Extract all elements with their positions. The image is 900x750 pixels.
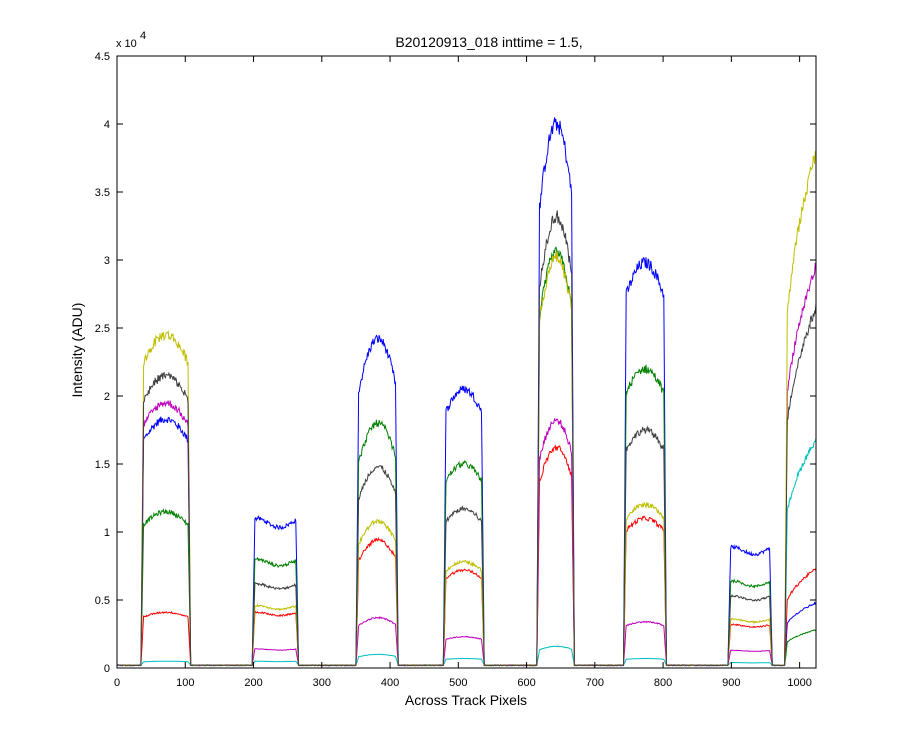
y-exponent-label: x 10 <box>116 38 137 50</box>
series-layer <box>116 117 817 667</box>
x-tick-label: 500 <box>449 677 467 689</box>
x-axis-label: Across Track Pixels <box>405 692 527 708</box>
y-axis-label: Intensity (ADU) <box>69 303 85 398</box>
plot-area <box>117 56 816 668</box>
y-tick-label: 3.5 <box>95 187 110 199</box>
y-tick-label: 0 <box>104 663 110 675</box>
y-tick-label: 1.5 <box>95 459 110 471</box>
x-tick-label: 800 <box>654 677 672 689</box>
x-tick-label: 600 <box>517 677 535 689</box>
x-tick-label: 400 <box>381 677 399 689</box>
x-tick-label: 0 <box>114 677 120 689</box>
y-tick-label: 4.5 <box>95 51 110 63</box>
x-tick-label: 300 <box>313 677 331 689</box>
y-tick-label: 2 <box>104 391 110 403</box>
y-tick-label: 3 <box>104 255 110 267</box>
x-tick-label: 900 <box>722 677 740 689</box>
chart-title: B20120913_018 inttime = 1.5, <box>395 34 582 50</box>
x-tick-label: 100 <box>176 677 194 689</box>
y-tick-label: 2.5 <box>95 323 110 335</box>
series-line-6 <box>116 210 817 667</box>
y-tick-label: 0.5 <box>95 595 110 607</box>
x-axis: 0 100 200 300 400 500 600 700 800 900 1000 <box>114 56 812 689</box>
x-tick-label: 700 <box>586 677 604 689</box>
y-axis: 0 0.5 1 1.5 2 2.5 3 3.5 4 4.5 <box>95 51 816 675</box>
y-tick-label: 1 <box>104 527 110 539</box>
x-tick-label: 1000 <box>787 677 811 689</box>
y-exponent-power: 4 <box>140 30 146 42</box>
y-tick-label: 4 <box>104 119 110 131</box>
x-tick-label: 200 <box>244 677 262 689</box>
plot-frame <box>116 55 817 669</box>
